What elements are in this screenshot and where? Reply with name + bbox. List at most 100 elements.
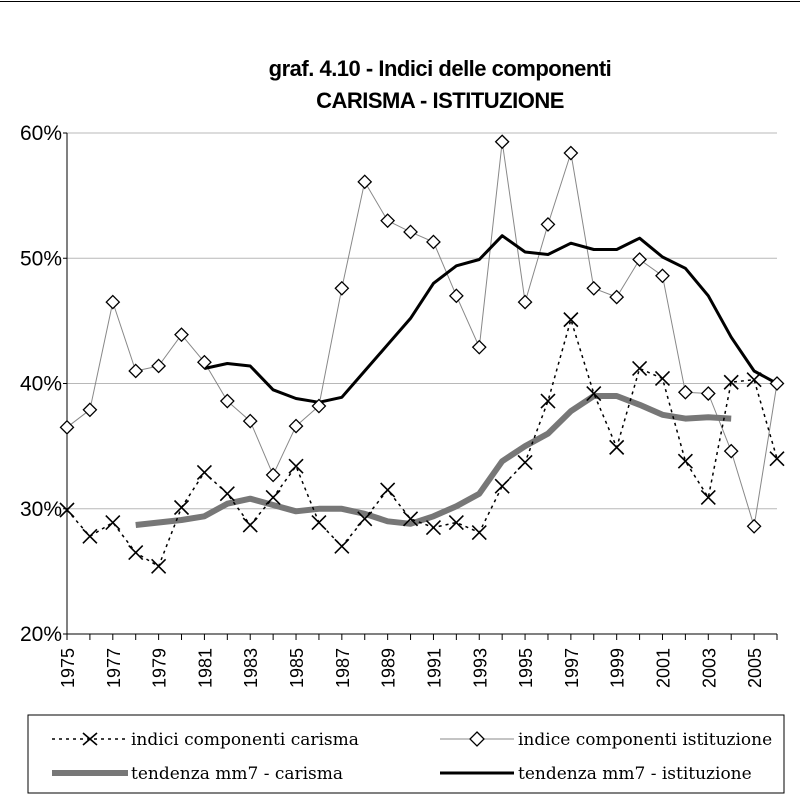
x-tick-label: 1993 [470, 648, 490, 688]
grid [67, 132, 777, 510]
data-point-istituzione [151, 358, 167, 374]
data-point-istituzione [242, 413, 258, 429]
data-point-istituzione [769, 376, 785, 391]
data-point-istituzione [448, 288, 464, 304]
data-point-istituzione [105, 294, 121, 310]
data-point-carisma [196, 464, 212, 480]
data-point-carisma [357, 511, 373, 527]
data-point-carisma [105, 514, 121, 531]
data-point-carisma [746, 372, 762, 388]
x-tick-label: 2001 [653, 648, 673, 688]
legend-label-tendenza-carisma: tendenza mm7 - carisma [131, 764, 343, 784]
data-point-istituzione [82, 402, 98, 418]
data-point-carisma [586, 385, 602, 402]
data-point-carisma [609, 439, 625, 455]
y-tick-label: 60% [20, 122, 62, 145]
data-point-istituzione [334, 280, 350, 296]
x-tick-label: 1977 [104, 648, 124, 688]
legend-label-tendenza-istituzione: tendenza mm7 - istituzione [518, 764, 752, 784]
legend-diamond-marker-icon [469, 731, 485, 747]
data-point-istituzione [609, 289, 625, 305]
y-tick-label: 20% [20, 623, 62, 646]
legend-item-tendenza-carisma: tendenza mm7 - carisma [52, 764, 343, 784]
data-point-carisma [59, 502, 75, 518]
y-tick-label: 40% [20, 373, 62, 396]
y-tick-label: 50% [20, 247, 62, 270]
legend-item-carisma: indici componenti carisma [52, 730, 359, 750]
data-point-istituzione [632, 252, 648, 267]
legend-box [27, 714, 785, 794]
data-point-carisma [128, 545, 144, 561]
x-tick-label: 1975 [58, 648, 78, 688]
data-point-istituzione [311, 398, 327, 414]
data-point-carisma [563, 312, 579, 328]
series-line-istituzione [66, 141, 778, 527]
data-point-carisma [311, 514, 327, 531]
data-point-carisma [632, 360, 648, 377]
data-point-carisma [700, 489, 716, 506]
x-tick-label: 1989 [379, 648, 399, 688]
x-tick-label: 1985 [287, 648, 307, 688]
legend-x-marker-icon [82, 732, 98, 746]
series-line-tendenza-carisma [135, 393, 732, 528]
data-point-carisma [769, 451, 785, 467]
x-tick-label: 1991 [424, 648, 444, 688]
data-point-istituzione [700, 386, 716, 401]
x-tick-label: 2003 [699, 648, 719, 688]
data-point-carisma [723, 374, 739, 390]
data-point-istituzione [655, 268, 670, 284]
data-point-istituzione [494, 134, 510, 150]
series-line-carisma [66, 318, 778, 568]
data-point-carisma [265, 489, 281, 506]
y-tick-label: 30% [20, 498, 62, 521]
data-point-istituzione [677, 384, 693, 400]
data-point-istituzione [426, 234, 441, 250]
data-point-carisma [471, 524, 487, 541]
data-point-carisma [288, 458, 304, 474]
data-point-carisma [654, 370, 671, 387]
data-point-istituzione [196, 354, 212, 370]
legend-label-istituzione: indice componenti istituzione [518, 730, 772, 750]
series-line-tendenza-istituzione [204, 234, 778, 404]
data-point-istituzione [586, 280, 602, 296]
data-point-carisma [677, 453, 693, 469]
x-tick-label: 1981 [195, 648, 215, 688]
data-point-carisma [334, 538, 350, 554]
data-point-carisma [219, 486, 235, 502]
data-point-istituzione [517, 294, 533, 310]
data-point-istituzione [563, 145, 579, 161]
x-tick-label: 1987 [333, 648, 353, 688]
data-point-istituzione [380, 213, 396, 229]
chart-subtitle: CARISMA - ISTITUZIONE [316, 88, 564, 113]
data-point-carisma [402, 511, 419, 527]
data-point-istituzione [540, 217, 556, 232]
legend-item-istituzione: indice componenti istituzione [440, 730, 772, 750]
data-point-istituzione [288, 418, 304, 434]
data-point-istituzione [746, 518, 762, 534]
data-point-istituzione [723, 443, 739, 459]
x-tick-label: 2005 [745, 648, 765, 688]
data-point-istituzione [471, 339, 487, 355]
x-tick-label: 1997 [562, 648, 582, 688]
series [59, 134, 785, 574]
x-tick-label: 1995 [516, 648, 536, 688]
data-point-carisma [242, 517, 258, 533]
chart-title: graf. 4.10 - Indici delle componenti [269, 56, 612, 81]
legend-label-carisma: indici componenti carisma [131, 730, 359, 750]
data-point-carisma [448, 514, 464, 531]
x-tick-label: 1979 [150, 648, 170, 688]
x-tick-label: 1983 [241, 648, 261, 688]
data-point-carisma [540, 393, 556, 409]
data-point-carisma [173, 499, 190, 516]
x-tick-label: 1999 [608, 648, 628, 688]
data-point-carisma [425, 519, 442, 536]
data-point-carisma [517, 454, 533, 470]
data-point-carisma [494, 478, 510, 494]
data-point-istituzione [403, 224, 418, 240]
data-point-carisma [82, 528, 98, 544]
data-point-istituzione [174, 327, 189, 343]
data-point-istituzione [128, 363, 144, 379]
data-point-istituzione [59, 419, 75, 435]
